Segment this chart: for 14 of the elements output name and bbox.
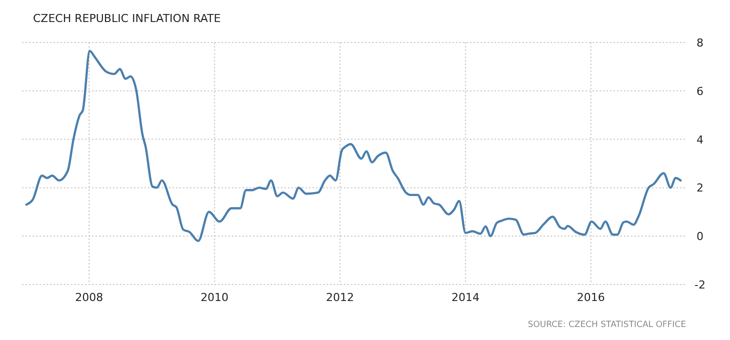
chart-title: CZECH REPUBLIC INFLATION RATE — [33, 12, 221, 25]
x-tick-label: 2012 — [326, 291, 354, 304]
y-tick-label: 0 — [696, 230, 704, 244]
y-tick-label: -2 — [694, 278, 706, 292]
x-tick-label: 2008 — [75, 291, 104, 304]
x-tick-label: 2010 — [200, 291, 229, 304]
y-tick-label: 4 — [696, 133, 704, 146]
x-tick-label: 2014 — [451, 291, 480, 304]
y-tick-label: 8 — [696, 36, 704, 50]
line-series — [25, 50, 682, 242]
x-tick-label: 2016 — [576, 291, 605, 304]
y-tick-label: 2 — [696, 182, 704, 195]
source-note: SOURCE: CZECH STATISTICAL OFFICE — [528, 320, 686, 330]
y-tick-label: 6 — [696, 84, 704, 98]
